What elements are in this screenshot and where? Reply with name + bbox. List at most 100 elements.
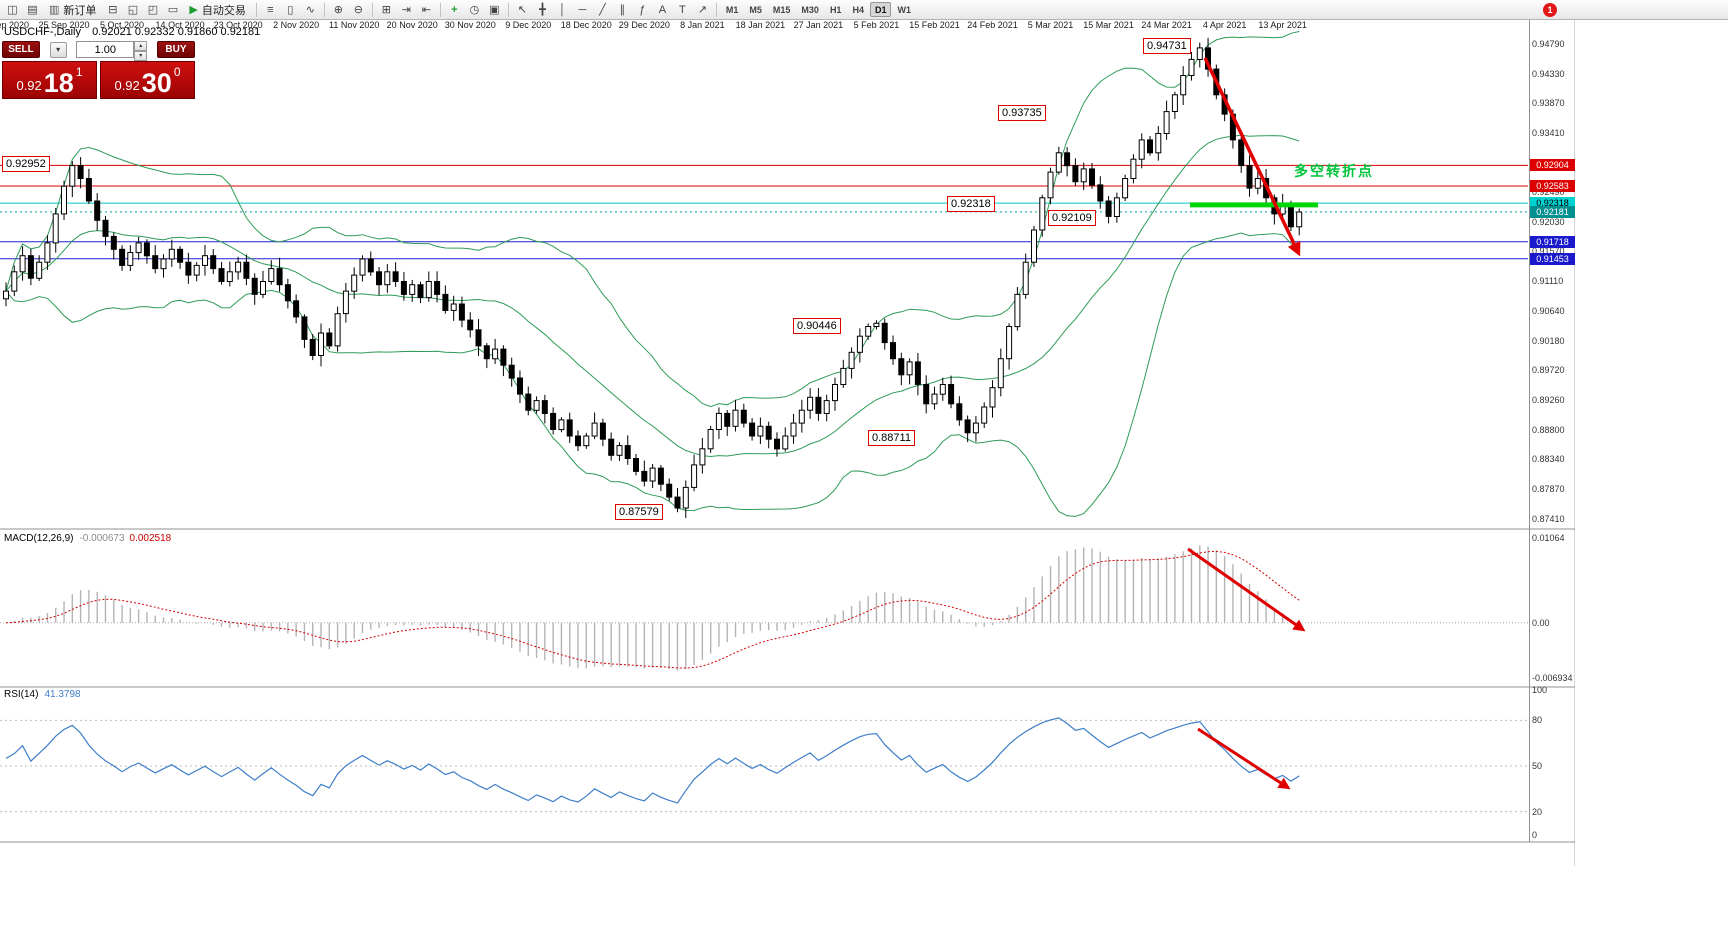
volume-field: ▴ ▾: [76, 41, 148, 61]
chart-shift-button[interactable]: ⇤: [421, 4, 431, 16]
bar-chart-button[interactable]: ≡: [267, 3, 274, 16]
x-axis-date-label: 5 Sep 2020: [0, 20, 30, 30]
templates-button[interactable]: ▣: [489, 4, 500, 16]
rsi-value: 41.3798: [44, 689, 81, 700]
x-axis-date-label: 13 Apr 2021: [1258, 20, 1307, 30]
new-order-icon: ▥: [49, 4, 60, 16]
volume-input[interactable]: [76, 41, 135, 58]
price-annotation-box: 0.92952: [2, 156, 50, 172]
x-axis-date-label: 15 Mar 2021: [1083, 20, 1134, 30]
buy-price-tile[interactable]: 0.92 30 0: [100, 61, 195, 99]
chart-canvas[interactable]: [0, 20, 1575, 865]
x-axis-date-label: 18 Dec 2020: [560, 20, 612, 30]
candlestick-chart-button[interactable]: ▯: [287, 4, 294, 16]
timeframe-mn-button[interactable]: [917, 2, 927, 17]
toolbar-separator: [323, 2, 325, 17]
x-axis-date-label: 20 Nov 2020: [386, 20, 438, 30]
rsi-axis-label: 20: [1532, 806, 1543, 817]
volume-dropdown-button[interactable]: ▾: [49, 41, 67, 58]
x-axis-date-label: 29 Dec 2020: [618, 20, 670, 30]
periods-button[interactable]: ◷: [469, 4, 480, 16]
price-badge: 0.92181: [1530, 205, 1575, 218]
rsi-axis-label: 100: [1532, 685, 1548, 695]
price-badge: 0.91718: [1530, 235, 1575, 248]
chart-window-button[interactable]: ◫: [7, 4, 18, 16]
timeframe-m15-button[interactable]: M15: [772, 4, 791, 15]
x-axis-date-label: 5 Oct 2020: [100, 20, 145, 30]
y-axis-tick: 0.94790: [1532, 39, 1565, 49]
notification-badge[interactable]: 1: [1543, 2, 1557, 17]
chart-ohlc-values: 0.92021 0.92332 0.91860 0.92181: [92, 26, 261, 38]
profiles-button[interactable]: ▤: [27, 4, 38, 16]
timeframe-m30-button[interactable]: M30: [801, 4, 819, 15]
sell-price-tile[interactable]: 0.92 18 1: [2, 61, 97, 99]
x-axis-date-label: 5 Feb 2021: [853, 20, 900, 30]
x-axis-date-label: 15 Feb 2021: [909, 20, 960, 30]
zoom-in-button[interactable]: ⊕: [333, 4, 343, 16]
auto-scroll-button[interactable]: ⇥: [401, 4, 411, 16]
x-axis-date-label: 5 Mar 2021: [1027, 20, 1074, 30]
price-badge: 0.91453: [1530, 252, 1575, 265]
sell-button[interactable]: SELL: [2, 41, 40, 58]
rsi-axis-label: 50: [1532, 761, 1543, 771]
cursor-button[interactable]: ↖: [517, 4, 527, 16]
timeframe-m5-button[interactable]: M5: [749, 4, 762, 15]
toolbar-separator: [371, 2, 373, 17]
toolbar-separator: [507, 2, 509, 17]
x-axis-date-label: 2 Nov 2020: [273, 20, 320, 30]
buy-price-superscript: 0: [173, 65, 181, 79]
tile-windows-button[interactable]: ⊞: [381, 4, 391, 16]
timeframe-h1-button[interactable]: H1: [829, 4, 842, 15]
y-axis-tick: 0.92030: [1532, 216, 1565, 227]
price-annotation-box: 0.88711: [868, 430, 915, 446]
toolbar-separator: [715, 2, 717, 17]
buy-button[interactable]: BUY: [156, 41, 195, 58]
price-badge: 0.92904: [1530, 159, 1575, 172]
macd-axis-label: -0.006934: [1532, 672, 1573, 683]
y-axis-tick: 0.87870: [1532, 484, 1565, 495]
macd-label: MACD(12,26,9) -0.000673 0.002518: [4, 533, 172, 544]
chart-symbol-period: USDCHF-,Daily: [4, 26, 81, 38]
x-axis-date-label: 27 Jan 2021: [793, 20, 844, 30]
terminal-button[interactable]: ▭: [167, 4, 179, 16]
buy-price-main: 0.92: [114, 78, 140, 93]
arrows-button[interactable]: ↗: [697, 4, 707, 16]
fibonacci-button[interactable]: ƒ: [639, 3, 646, 16]
new-order-button[interactable]: ▥ 新订单: [43, 1, 102, 18]
sell-price-superscript: 1: [75, 65, 83, 79]
y-axis-tick: 0.88800: [1532, 424, 1565, 435]
auto-trading-button[interactable]: ▶ 自动交易: [183, 1, 251, 18]
market-watch-button[interactable]: ⊟: [108, 4, 118, 16]
rsi-label: RSI(14) 41.3798: [4, 689, 81, 700]
channel-button[interactable]: ∥: [619, 4, 626, 16]
y-axis-tick: 0.91110: [1532, 275, 1564, 286]
sell-price-big-digits: 18: [43, 68, 74, 99]
crosshair-button[interactable]: ╋: [539, 4, 546, 16]
x-axis-date-label: 24 Feb 2021: [967, 20, 1018, 30]
y-axis-tick: 0.91570: [1532, 246, 1565, 257]
macd-axis-label: 0.00: [1532, 617, 1550, 628]
horizontal-line-button[interactable]: ─: [578, 3, 587, 16]
price-annotation-box: 0.87579: [615, 504, 663, 520]
y-axis-tick: 0.90180: [1532, 335, 1565, 346]
timeframe-w1-button[interactable]: W1: [897, 4, 911, 15]
timeframe-m1-button[interactable]: M1: [725, 4, 739, 15]
navigator-button[interactable]: ◰: [147, 4, 159, 16]
text-button[interactable]: A: [658, 3, 667, 16]
vertical-line-button[interactable]: │: [558, 3, 566, 16]
indicators-button[interactable]: +: [451, 3, 458, 16]
timeframe-h4-button[interactable]: H4: [852, 4, 864, 15]
price-annotation-box: 0.93735: [998, 105, 1046, 121]
zoom-out-button[interactable]: ⊖: [353, 4, 363, 16]
trendline-button[interactable]: ╱: [599, 4, 606, 16]
timeframe-d1-button[interactable]: D1: [869, 2, 892, 17]
chart-window-usdchf-daily: USDCHF-,Daily 0.92021 0.92332 0.91860 0.…: [0, 20, 1575, 866]
text-label-button[interactable]: T: [679, 3, 686, 16]
y-axis-tick: 0.87410: [1532, 513, 1565, 524]
rsi-axis-label: 80: [1532, 715, 1543, 726]
volume-increase-button[interactable]: ▴: [134, 41, 148, 51]
volume-decrease-button[interactable]: ▾: [134, 51, 148, 61]
line-chart-button[interactable]: ∿: [305, 4, 315, 16]
data-window-button[interactable]: ◱: [127, 4, 139, 16]
x-axis-date-label: 8 Jan 2021: [680, 20, 725, 30]
